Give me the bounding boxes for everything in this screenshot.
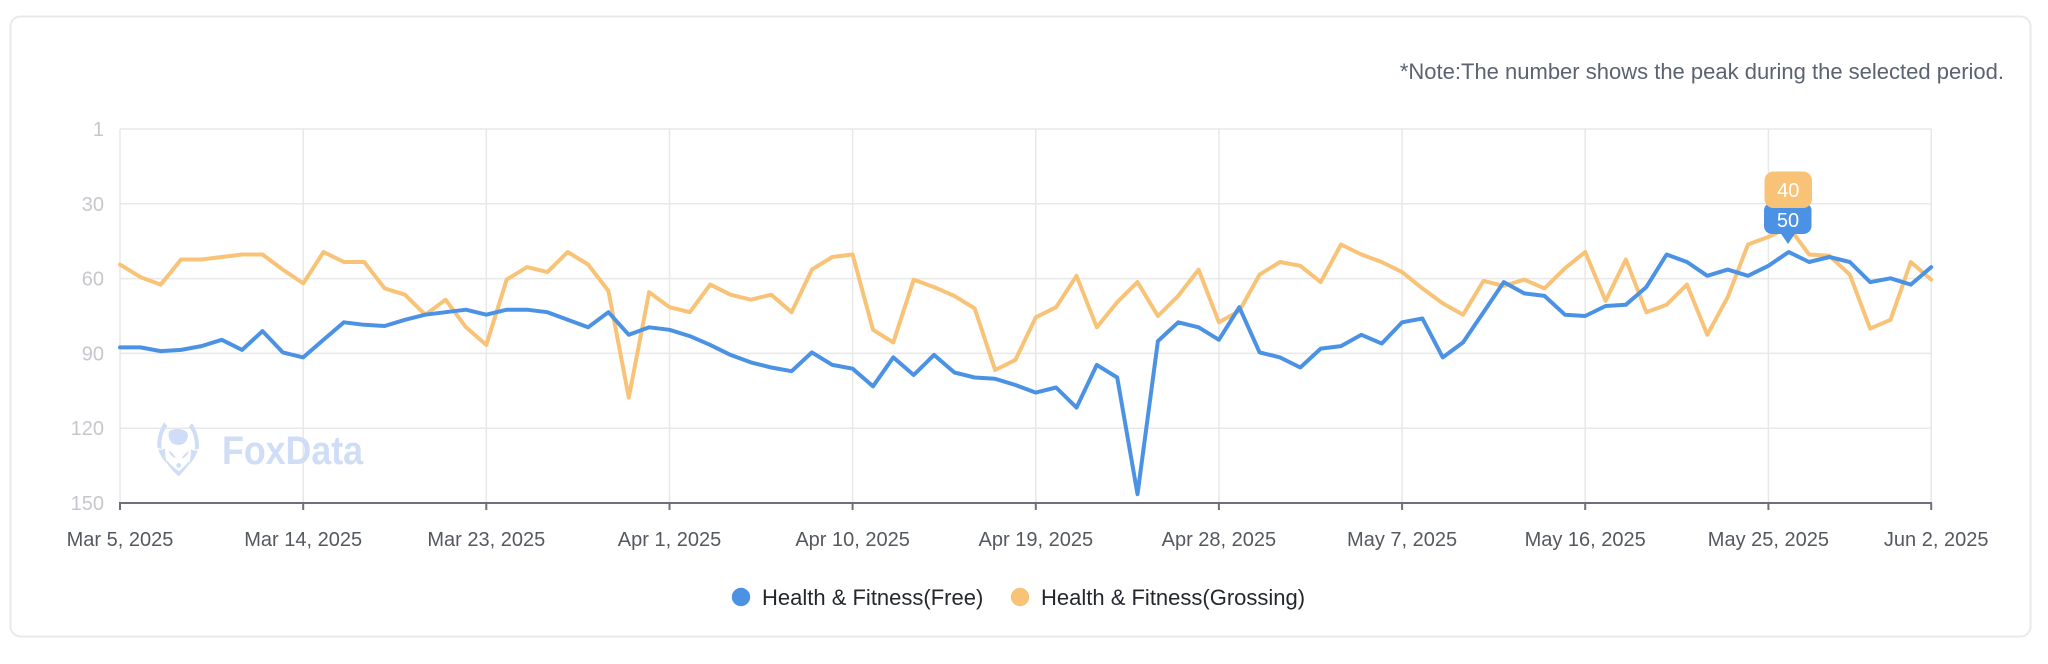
- svg-text:Apr 1, 2025: Apr 1, 2025: [618, 529, 721, 551]
- svg-text:Apr 10, 2025: Apr 10, 2025: [795, 529, 910, 551]
- svg-text:May 25, 2025: May 25, 2025: [1708, 529, 1829, 551]
- svg-text:Health & Fitness(Free): Health & Fitness(Free): [762, 585, 983, 610]
- svg-text:150: 150: [71, 493, 104, 515]
- svg-text:40: 40: [1777, 180, 1799, 202]
- svg-text:May 7, 2025: May 7, 2025: [1347, 529, 1457, 551]
- svg-text:Apr 28, 2025: Apr 28, 2025: [1162, 529, 1277, 551]
- svg-text:Apr 19, 2025: Apr 19, 2025: [979, 529, 1094, 551]
- svg-text:60: 60: [82, 269, 104, 291]
- svg-text:Jun 2, 2025: Jun 2, 2025: [1884, 529, 1989, 551]
- svg-text:*Note:The number shows the pea: *Note:The number shows the peak during t…: [1400, 59, 2004, 84]
- svg-text:1: 1: [93, 119, 104, 141]
- svg-text:50: 50: [1777, 210, 1799, 232]
- svg-text:120: 120: [71, 418, 104, 440]
- svg-text:90: 90: [82, 343, 104, 365]
- svg-text:Health & Fitness(Grossing): Health & Fitness(Grossing): [1041, 585, 1305, 610]
- svg-text:Mar 14, 2025: Mar 14, 2025: [244, 529, 362, 551]
- svg-text:Mar 23, 2025: Mar 23, 2025: [427, 529, 545, 551]
- svg-text:FoxData: FoxData: [222, 429, 364, 473]
- svg-text:30: 30: [82, 194, 104, 216]
- svg-text:Mar 5, 2025: Mar 5, 2025: [67, 529, 174, 551]
- svg-text:May 16, 2025: May 16, 2025: [1525, 529, 1646, 551]
